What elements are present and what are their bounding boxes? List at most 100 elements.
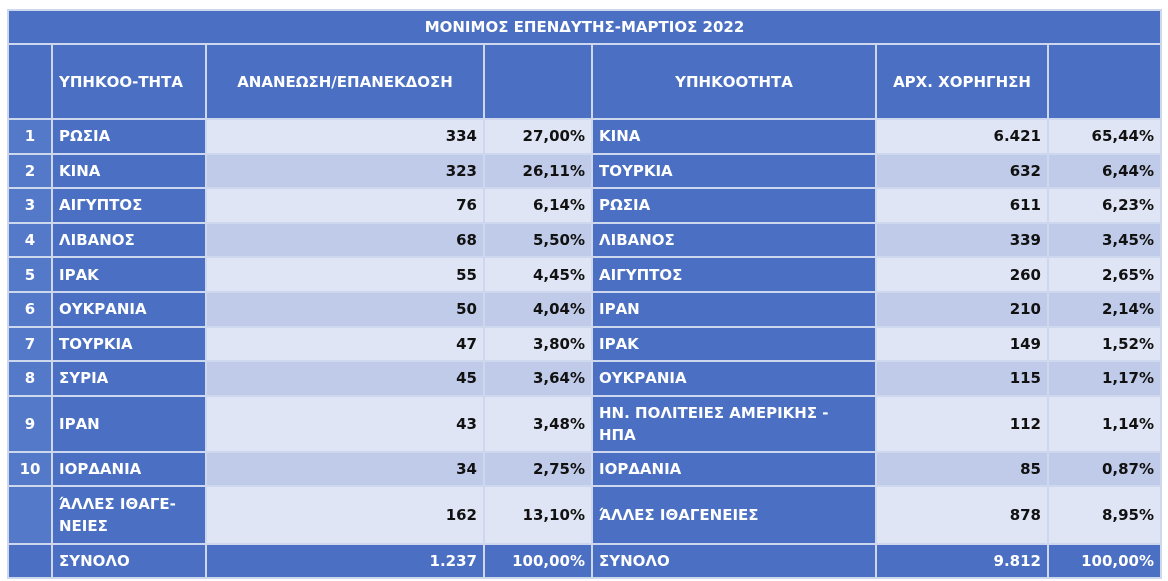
right-value: 339: [875, 221, 1049, 259]
left-country: ΚΙΝΑ: [51, 152, 207, 190]
right-country: ΛΙΒΑΝΟΣ: [591, 221, 877, 259]
left-value: 334: [205, 118, 485, 155]
right-country: ΣΥΝΟΛΟ: [591, 543, 877, 580]
right-percent: 8,95%: [1046, 485, 1163, 546]
left-country: ΙΡΑΚ: [51, 256, 207, 293]
right-percent: 1,17%: [1046, 360, 1163, 397]
right-country: ΚΙΝΑ: [591, 118, 877, 155]
right-value: 611: [875, 187, 1049, 224]
left-percent: 6,14%: [483, 187, 593, 224]
total-row: ΣΥΝΟΛΟ 1.237 100,00% ΣΥΝΟΛΟ 9.812 100,00%: [7, 543, 1163, 580]
right-country: ΡΩΣΙΑ: [591, 187, 877, 224]
left-country: ΙΡΑΝ: [51, 394, 207, 453]
right-value: 210: [875, 290, 1049, 328]
table-row: 8 ΣΥΡΙΑ 45 3,64% ΟΥΚΡΑΝΙΑ 115 1,17%: [7, 360, 1163, 397]
header-left-country: ΥΠΗΚΟΟ-ΤΗΤΑ: [51, 43, 207, 120]
left-percent: 3,80%: [483, 325, 593, 363]
table-row: 9 ΙΡΑΝ 43 3,48% ΗΝ. ΠΟΛΙΤΕΙΕΣ ΑΜΕΡΙΚΗΣ - ΗΠΑ…: [7, 394, 1163, 453]
header-left-pct: [483, 43, 593, 120]
header-left-value: ΑΝΑΝΕΩΣΗ/ΕΠΑΝΕΚΔΟΣΗ: [205, 43, 485, 120]
left-percent: 4,04%: [483, 290, 593, 328]
row-index: 4: [7, 221, 53, 259]
right-percent: 0,87%: [1046, 450, 1163, 488]
right-value: 85: [875, 450, 1049, 488]
other-row: ΆΛΛΕΣ ΙΘΑΓΕ-ΝΕΙΕΣ 162 13,10% ΆΛΛΕΣ ΙΘΑΓΕΝΕΙ…: [7, 485, 1163, 546]
right-percent: 100,00%: [1046, 543, 1163, 580]
left-country: ΤΟΥΡΚΙΑ: [51, 325, 207, 363]
header-right-country: ΥΠΗΚΟΟΤΗΤΑ: [591, 43, 877, 120]
right-value: 6.421: [875, 118, 1049, 155]
row-index: 8: [7, 360, 53, 397]
left-percent: 26,11%: [483, 152, 593, 190]
left-percent: 27,00%: [483, 118, 593, 155]
left-value: 50: [205, 290, 485, 328]
row-index: 1: [7, 118, 53, 155]
right-percent: 3,45%: [1046, 221, 1163, 259]
left-value: 323: [205, 152, 485, 190]
row-index: 2: [7, 152, 53, 190]
right-value: 260: [875, 256, 1049, 293]
header-right-pct: [1046, 43, 1163, 120]
header-right-value: ΑΡΧ. ΧΟΡΗΓΗΣΗ: [875, 43, 1049, 120]
left-country: ΑΙΓΥΠΤΟΣ: [51, 187, 207, 224]
row-index: 5: [7, 256, 53, 293]
right-country: ΑΙΓΥΠΤΟΣ: [591, 256, 877, 293]
right-country: ΟΥΚΡΑΝΙΑ: [591, 360, 877, 397]
right-country: ΙΟΡΔΑΝΙΑ: [591, 450, 877, 488]
table-row: 7 ΤΟΥΡΚΙΑ 47 3,80% ΙΡΑΚ 149 1,52%: [7, 325, 1163, 363]
left-value: 1.237: [205, 543, 485, 580]
table-row: 6 ΟΥΚΡΑΝΙΑ 50 4,04% ΙΡΑΝ 210 2,14%: [7, 290, 1163, 328]
left-value: 55: [205, 256, 485, 293]
right-country: ΤΟΥΡΚΙΑ: [591, 152, 877, 190]
row-index: 9: [7, 394, 53, 453]
right-percent: 1,52%: [1046, 325, 1163, 363]
left-percent: 4,45%: [483, 256, 593, 293]
table-row: 3 ΑΙΓΥΠΤΟΣ 76 6,14% ΡΩΣΙΑ 611 6,23%: [7, 187, 1163, 224]
table-row: 5 ΙΡΑΚ 55 4,45% ΑΙΓΥΠΤΟΣ 260 2,65%: [7, 256, 1163, 293]
right-percent: 65,44%: [1046, 118, 1163, 155]
table-row: 4 ΛΙΒΑΝΟΣ 68 5,50% ΛΙΒΑΝΟΣ 339 3,45%: [7, 221, 1163, 259]
right-percent: 6,23%: [1046, 187, 1163, 224]
table-row: 10 ΙΟΡΔΑΝΙΑ 34 2,75% ΙΟΡΔΑΝΙΑ 85 0,87%: [7, 450, 1163, 488]
right-percent: 2,65%: [1046, 256, 1163, 293]
left-value: 47: [205, 325, 485, 363]
header-index: [7, 43, 53, 120]
left-percent: 100,00%: [483, 543, 593, 580]
table-row: 1 ΡΩΣΙΑ 334 27,00% ΚΙΝΑ 6.421 65,44%: [7, 118, 1163, 155]
right-percent: 1,14%: [1046, 394, 1163, 453]
table-title: ΜΟΝΙΜΟΣ ΕΠΕΝΔΥΤΗΣ-ΜΑΡΤΙΟΣ 2022: [6, 9, 1163, 45]
investor-table: ΜΟΝΙΜΟΣ ΕΠΕΝΔΥΤΗΣ-ΜΑΡΤΙΟΣ 2022 ΥΠΗΚΟΟ-ΤΗ…: [6, 9, 1163, 580]
row-index: 10: [7, 450, 53, 488]
row-index: 6: [7, 290, 53, 328]
left-country: ΟΥΚΡΑΝΙΑ: [51, 290, 207, 328]
right-country: ΗΝ. ΠΟΛΙΤΕΙΕΣ ΑΜΕΡΙΚΗΣ - ΗΠΑ: [591, 394, 877, 453]
left-value: 68: [205, 221, 485, 259]
row-index: 3: [7, 187, 53, 224]
right-country: ΙΡΑΚ: [591, 325, 877, 363]
right-value: 115: [875, 360, 1049, 397]
table-row: 2 ΚΙΝΑ 323 26,11% ΤΟΥΡΚΙΑ 632 6,44%: [7, 152, 1163, 190]
left-country: ΣΥΝΟΛΟ: [51, 543, 207, 580]
left-percent: 2,75%: [483, 450, 593, 488]
left-percent: 13,10%: [483, 485, 593, 546]
left-country: ΙΟΡΔΑΝΙΑ: [51, 450, 207, 488]
left-country: ΛΙΒΑΝΟΣ: [51, 221, 207, 259]
right-percent: 6,44%: [1046, 152, 1163, 190]
left-percent: 5,50%: [483, 221, 593, 259]
right-country: ΙΡΑΝ: [591, 290, 877, 328]
left-percent: 3,64%: [483, 360, 593, 397]
left-value: 76: [205, 187, 485, 224]
left-country: ΣΥΡΙΑ: [51, 360, 207, 397]
row-index: 7: [7, 325, 53, 363]
row-index: [7, 543, 53, 580]
left-percent: 3,48%: [483, 394, 593, 453]
right-value: 632: [875, 152, 1049, 190]
right-value: 878: [875, 485, 1049, 546]
left-country: ΆΛΛΕΣ ΙΘΑΓΕ-ΝΕΙΕΣ: [51, 485, 207, 546]
left-value: 162: [205, 485, 485, 546]
left-value: 45: [205, 360, 485, 397]
right-percent: 2,14%: [1046, 290, 1163, 328]
right-value: 9.812: [875, 543, 1049, 580]
row-index: [7, 485, 53, 546]
right-country: ΆΛΛΕΣ ΙΘΑΓΕΝΕΙΕΣ: [591, 485, 877, 546]
